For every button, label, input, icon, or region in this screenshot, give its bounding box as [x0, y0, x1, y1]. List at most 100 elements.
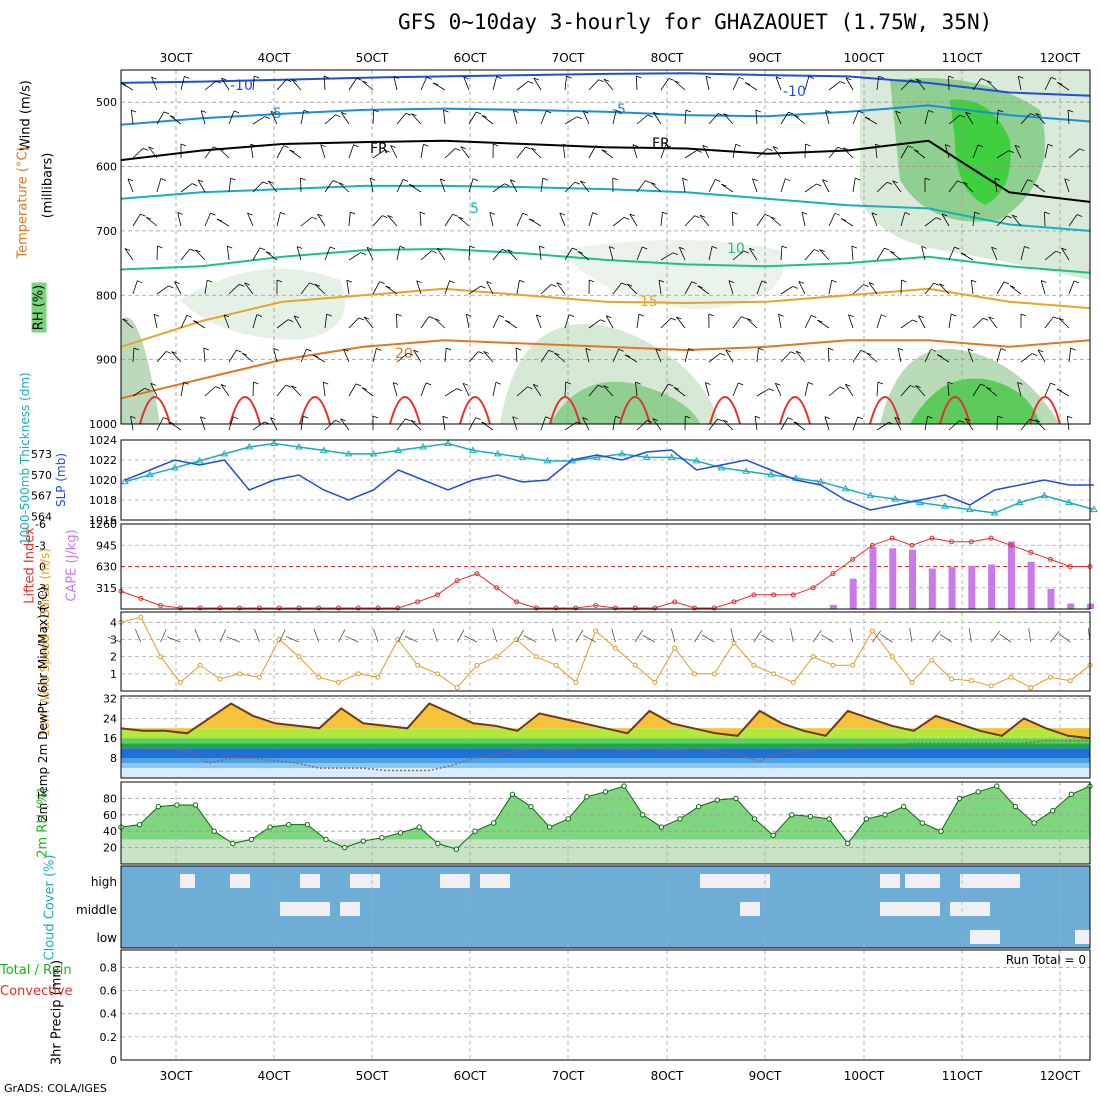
- wind-barb: [132, 348, 135, 363]
- wind-barb-flag: [410, 419, 417, 423]
- wind-barb: [276, 212, 281, 227]
- li-marker: [177, 605, 183, 611]
- wind-barb: [986, 80, 998, 91]
- wind-barb: [756, 348, 759, 363]
- wind-barb-flag: [361, 387, 367, 390]
- wind-speed-marker: [810, 654, 816, 660]
- wind-speed-marker: [869, 628, 875, 634]
- rh-marker: [211, 828, 217, 834]
- wind-barb-flag: [831, 279, 837, 283]
- wind-barb: [676, 316, 686, 329]
- wind-barb: [1011, 214, 1022, 227]
- wind-barb-flag: [672, 252, 679, 256]
- rh-marker: [938, 828, 944, 834]
- wind-barb: [324, 246, 331, 261]
- wind-speed-marker: [474, 662, 480, 668]
- wind-barb: [296, 246, 302, 261]
- wind-barb-flag: [528, 218, 535, 222]
- wind-barb-flag: [878, 75, 884, 79]
- wind-barb-flag: [264, 116, 271, 119]
- wind-barb-flag: [1055, 250, 1062, 254]
- rh-tick-label: 80: [103, 792, 117, 805]
- wind-barb: [636, 420, 648, 431]
- wind10m-barb: [812, 630, 822, 643]
- wind-barb: [174, 281, 182, 295]
- cape-bar: [849, 578, 857, 609]
- wind-barb: [535, 314, 542, 329]
- wind-barb-flag: [372, 415, 379, 419]
- surface-isotherm-red: [229, 396, 261, 425]
- cape-tick-label: 630: [96, 561, 117, 574]
- wind-barb: [300, 110, 305, 125]
- wind-barb: [204, 386, 216, 397]
- wind-barb: [996, 215, 1008, 227]
- wind-barb-flag: [329, 246, 336, 250]
- thickness-marker: [145, 470, 154, 478]
- wind-barb: [564, 314, 570, 329]
- wind-barb-flag: [718, 113, 724, 116]
- wind-barb-flag: [247, 212, 253, 216]
- wind-barb-flag: [668, 78, 674, 81]
- wind-barb: [746, 318, 758, 329]
- bottom-xtick-label: 5OCT: [356, 1069, 389, 1083]
- isotherm-label: -5: [268, 106, 282, 122]
- temp-band: [121, 743, 1090, 749]
- wind-barb: [732, 382, 739, 397]
- isotherm-label: FR: [370, 141, 388, 157]
- wind-barb: [889, 250, 902, 261]
- wind-barb-flag: [868, 282, 875, 285]
- rh-marker: [490, 820, 497, 826]
- wind-barb: [972, 212, 976, 227]
- wind-barb: [156, 178, 162, 193]
- wind-barb: [635, 382, 638, 397]
- wind-barb-flag: [168, 285, 174, 289]
- wind-barb: [756, 214, 766, 227]
- wind-barb-flag: [184, 76, 190, 79]
- temp-band: [121, 748, 1090, 759]
- wind-barb: [463, 76, 470, 91]
- rh2m-frame: [120, 781, 1091, 865]
- li-tick-label: -3: [35, 539, 46, 552]
- wind-barb-flag: [466, 313, 472, 317]
- isotherm--5: [120, 104, 1091, 126]
- wind-barb-flag: [1003, 281, 1010, 285]
- wind-barb: [320, 144, 326, 159]
- wind-barb: [530, 147, 542, 159]
- rh-marker: [360, 838, 366, 844]
- wind-barb-flag: [291, 385, 297, 389]
- li-marker: [632, 605, 638, 611]
- wind-barb: [317, 213, 326, 227]
- wind-barb: [825, 110, 830, 125]
- wind-barb: [200, 416, 206, 431]
- wind10m-barb: [642, 634, 656, 643]
- li-marker: [1067, 564, 1073, 569]
- wind-barb-flag: [638, 313, 645, 317]
- wind-barb: [132, 147, 144, 159]
- cape-bar: [889, 548, 897, 609]
- rh-marker: [155, 803, 161, 810]
- wind-barb: [220, 384, 230, 397]
- wind-barb: [507, 249, 518, 261]
- precip-tick-label: 0.6: [100, 985, 118, 998]
- wind-barb: [247, 212, 254, 227]
- wind-barb: [732, 144, 737, 159]
- wind-barb: [361, 387, 374, 397]
- wind-barb-flag: [1008, 150, 1015, 153]
- wind-barb: [241, 352, 254, 363]
- wind-barb: [468, 285, 481, 295]
- upper-ytick-label: 800: [96, 289, 117, 302]
- wind-barb: [967, 348, 974, 363]
- wind-barb-flag: [609, 246, 615, 249]
- rh-marker: [453, 846, 460, 852]
- isotherm-FR: [120, 139, 1091, 203]
- wind-barb-flag: [668, 383, 674, 387]
- li-marker: [1028, 549, 1034, 555]
- wind-barb-flag: [213, 146, 219, 150]
- wind-barb-flag: [341, 112, 347, 115]
- wind-barb: [556, 282, 566, 295]
- wind-barb: [660, 78, 670, 91]
- rh-marker: [751, 816, 758, 822]
- wind-barb: [562, 144, 566, 159]
- wind-barb-flag: [462, 382, 469, 386]
- wind-barb: [871, 212, 878, 227]
